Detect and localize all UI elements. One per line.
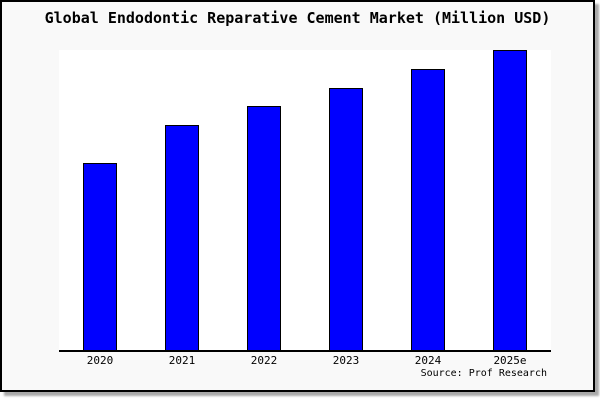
- plot-area: [59, 50, 551, 352]
- x-axis-line: [59, 350, 551, 352]
- bar-slot-2021: [141, 50, 223, 350]
- bar-slot-2020: [59, 50, 141, 350]
- bar-slot-2025e: [469, 50, 551, 350]
- bar-2023: [329, 88, 363, 350]
- bar-slot-2023: [305, 50, 387, 350]
- x-tick-label-2021: 2021: [168, 354, 196, 367]
- bar-slot-2022: [223, 50, 305, 350]
- bars-row: [59, 50, 551, 350]
- source-label: Source: Prof Research: [420, 368, 547, 379]
- bar-2024: [411, 68, 445, 350]
- chart-title: Global Endodontic Reparative Cement Mark…: [44, 9, 551, 27]
- bar-2021: [165, 125, 199, 350]
- bar-2025e: [493, 50, 527, 350]
- x-tick-label-2024: 2024: [414, 354, 442, 367]
- chart-figure: Global Endodontic Reparative Cement Mark…: [0, 0, 595, 392]
- bar-2020: [83, 162, 117, 350]
- x-tick-label-2023: 2023: [332, 354, 360, 367]
- bar-slot-2024: [387, 50, 469, 350]
- x-ticks-row: 2020 2021 2022 2023 2024 2025e: [59, 354, 551, 367]
- bar-2022: [247, 106, 281, 350]
- x-tick-label-2020: 2020: [86, 354, 114, 367]
- x-tick-label-2025e: 2025e: [493, 354, 527, 367]
- x-tick-label-2022: 2022: [250, 354, 278, 367]
